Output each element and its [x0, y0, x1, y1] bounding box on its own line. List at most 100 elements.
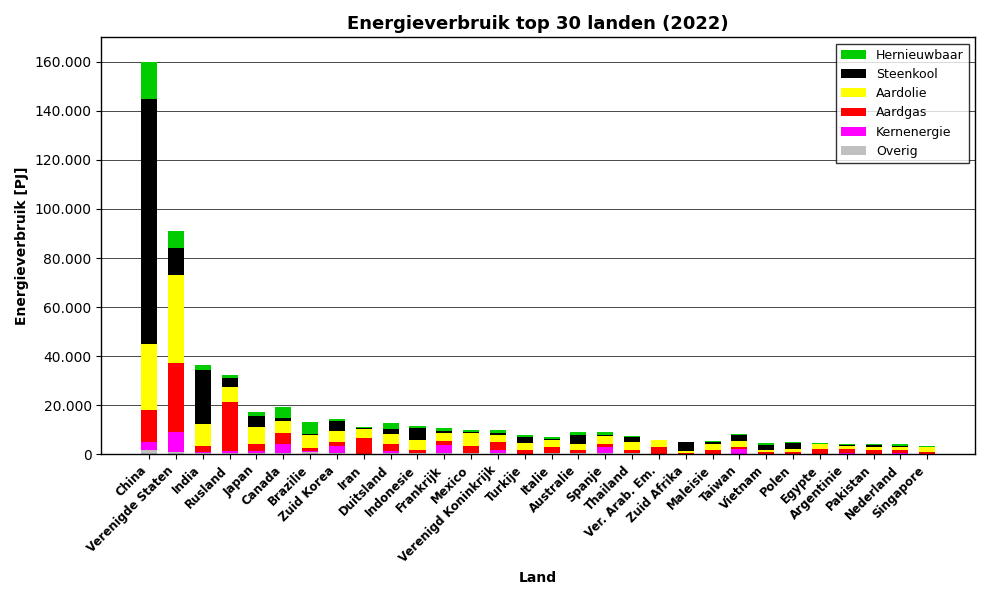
Bar — [355, 428, 372, 429]
Bar — [222, 377, 238, 388]
Bar — [865, 446, 882, 450]
Bar — [168, 231, 184, 248]
Bar — [410, 440, 426, 450]
Bar — [329, 446, 346, 454]
Bar — [195, 370, 211, 424]
Bar — [705, 444, 721, 450]
Bar — [302, 422, 318, 434]
Bar — [892, 447, 909, 451]
Bar — [195, 365, 211, 370]
Bar — [222, 451, 238, 453]
Bar — [490, 435, 506, 442]
Bar — [597, 435, 614, 436]
Bar — [732, 434, 747, 440]
Bar — [785, 443, 801, 449]
Bar — [624, 437, 641, 442]
Bar — [839, 453, 854, 454]
Bar — [222, 375, 238, 377]
Bar — [222, 402, 238, 451]
Bar — [919, 447, 936, 452]
Title: Energieverbruik top 30 landen (2022): Energieverbruik top 30 landen (2022) — [347, 15, 729, 33]
Bar — [195, 453, 211, 454]
Bar — [812, 444, 828, 449]
Bar — [839, 449, 854, 453]
Bar — [222, 388, 238, 402]
Bar — [758, 452, 774, 454]
Bar — [142, 62, 157, 98]
Bar — [570, 444, 586, 450]
Bar — [597, 431, 614, 435]
Bar — [892, 451, 909, 454]
Bar — [248, 427, 264, 444]
Bar — [248, 453, 264, 454]
Bar — [919, 452, 936, 454]
X-axis label: Land: Land — [519, 571, 557, 585]
Bar — [732, 440, 747, 447]
Bar — [329, 421, 346, 431]
Bar — [382, 451, 399, 453]
Bar — [758, 445, 774, 450]
Bar — [517, 450, 533, 454]
Bar — [705, 450, 721, 454]
Bar — [382, 453, 399, 454]
Bar — [275, 433, 291, 445]
Bar — [463, 432, 479, 433]
Bar — [302, 434, 318, 435]
Bar — [410, 428, 426, 440]
Bar — [355, 429, 372, 438]
Bar — [570, 431, 586, 435]
Bar — [812, 449, 828, 454]
Bar — [195, 446, 211, 452]
Bar — [410, 426, 426, 428]
Bar — [248, 451, 264, 453]
Bar — [410, 450, 426, 454]
Bar — [168, 432, 184, 452]
Bar — [705, 440, 721, 442]
Bar — [570, 450, 586, 454]
Bar — [382, 444, 399, 451]
Bar — [785, 449, 801, 452]
Bar — [437, 428, 452, 431]
Bar — [275, 421, 291, 433]
Bar — [544, 439, 559, 440]
Bar — [892, 445, 909, 446]
Bar — [650, 440, 667, 446]
Bar — [437, 441, 452, 445]
Bar — [678, 442, 694, 451]
Bar — [463, 446, 479, 453]
Bar — [437, 433, 452, 441]
Bar — [329, 431, 346, 442]
Bar — [329, 419, 346, 421]
Bar — [437, 445, 452, 454]
Bar — [302, 435, 318, 448]
Bar — [758, 450, 774, 452]
Bar — [597, 447, 614, 454]
Bar — [892, 446, 909, 447]
Bar — [597, 436, 614, 443]
Bar — [248, 412, 264, 416]
Bar — [142, 442, 157, 451]
Bar — [732, 449, 747, 454]
Bar — [168, 452, 184, 454]
Bar — [302, 452, 318, 454]
Bar — [785, 442, 801, 443]
Bar — [355, 438, 372, 454]
Bar — [517, 437, 533, 443]
Bar — [490, 442, 506, 450]
Bar — [222, 453, 238, 454]
Bar — [355, 427, 372, 428]
Bar — [624, 450, 641, 454]
Bar — [463, 433, 479, 446]
Bar — [248, 416, 264, 427]
Bar — [302, 448, 318, 451]
Bar — [382, 434, 399, 444]
Bar — [275, 407, 291, 418]
Bar — [275, 445, 291, 453]
Legend: Hernieuwbaar, Steenkool, Aardolie, Aardgas, Kernenergie, Overig: Hernieuwbaar, Steenkool, Aardolie, Aardg… — [836, 44, 969, 163]
Y-axis label: Energieverbruik [PJ]: Energieverbruik [PJ] — [15, 166, 29, 325]
Bar — [195, 452, 211, 453]
Bar — [490, 433, 506, 435]
Bar — [490, 430, 506, 433]
Bar — [168, 364, 184, 432]
Bar — [570, 435, 586, 444]
